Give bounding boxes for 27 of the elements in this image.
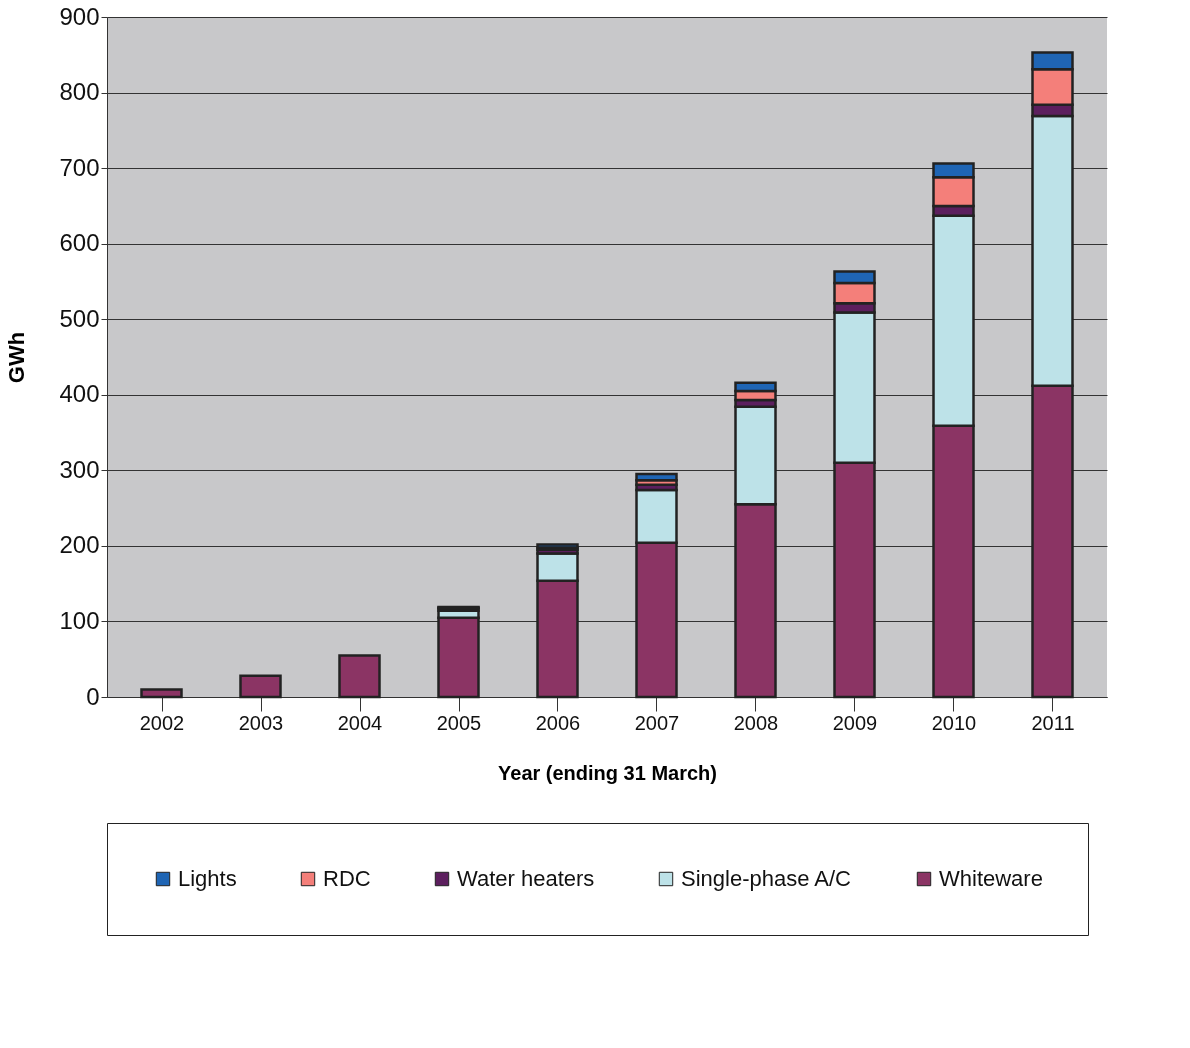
x-tick-label: 2005	[436, 711, 482, 734]
x-tick-label: 2011	[1031, 711, 1075, 734]
legend-label: Water heaters	[457, 866, 595, 891]
x-tick-label: 2009	[832, 711, 878, 734]
x-tick-label: 2002	[139, 711, 185, 734]
y-tick-label: 400	[59, 380, 100, 408]
x-tick-label: 2008	[733, 711, 779, 734]
legend-label: Single-phase A/C	[681, 866, 852, 891]
y-tick-label: 500	[59, 304, 100, 332]
x-tick-label: 2004	[337, 711, 383, 734]
x-tick-label: 2010	[931, 711, 977, 734]
y-axis-title: GWh	[4, 331, 30, 384]
legend-label: Lights	[178, 866, 237, 891]
y-tick-label: 700	[59, 153, 100, 181]
x-tick-label: 2006	[535, 711, 581, 734]
y-tick-label: 300	[59, 455, 100, 483]
y-tick-label: 600	[59, 229, 100, 257]
legend-label: Whiteware	[939, 866, 1043, 891]
x-tick-label: 2003	[238, 711, 284, 734]
y-tick-label: 0	[86, 682, 100, 710]
y-tick-label: 100	[59, 606, 100, 634]
y-tick-label: 200	[59, 531, 100, 559]
y-tick-label: 900	[59, 2, 100, 30]
y-tick-label: 800	[59, 78, 100, 106]
x-tick-label: 2007	[634, 711, 680, 734]
x-axis-title: Year (ending 31 March)	[498, 761, 717, 784]
legend-label: RDC	[323, 866, 371, 891]
